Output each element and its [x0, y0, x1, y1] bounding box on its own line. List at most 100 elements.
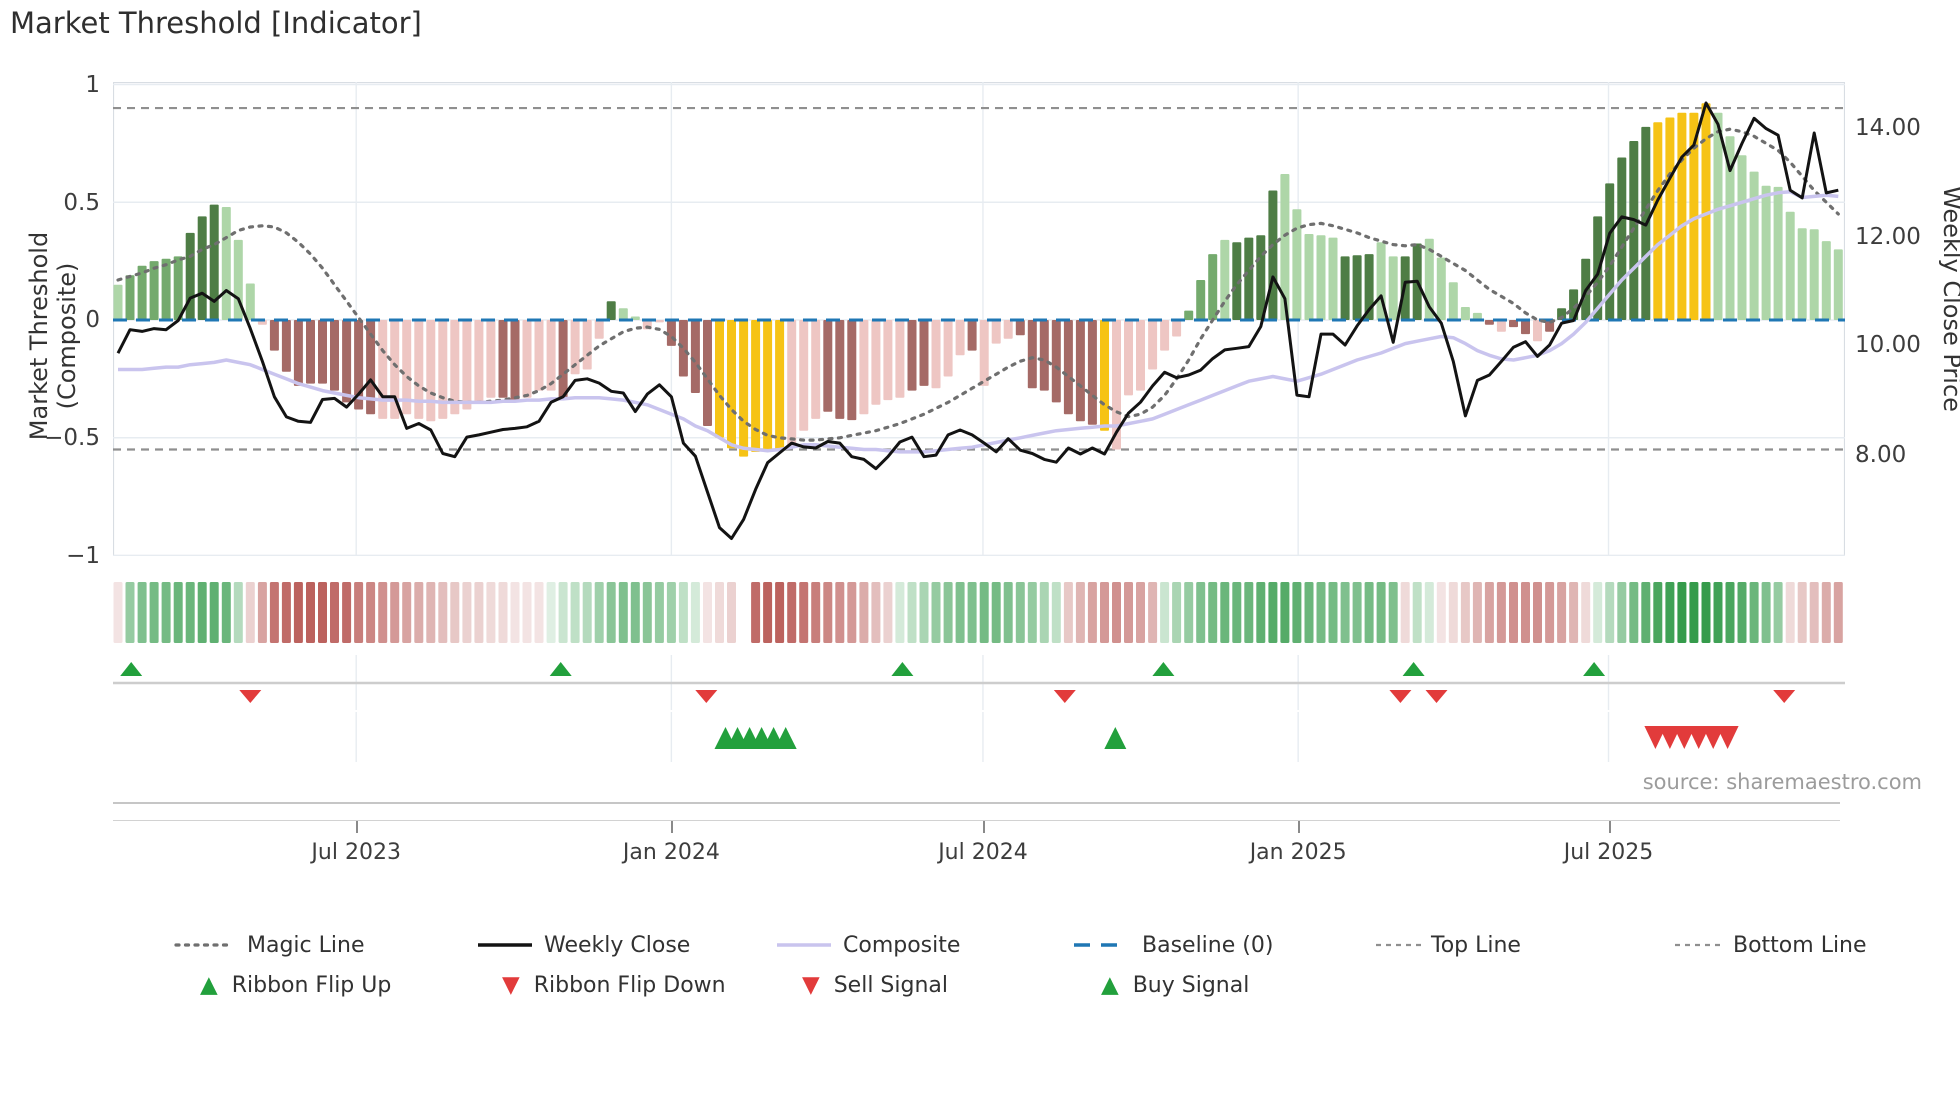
- ribbon-cell: [594, 582, 604, 643]
- ribbon-cell: [991, 582, 1001, 643]
- ribbon-cell: [1124, 582, 1133, 643]
- composite-bar: [606, 301, 616, 320]
- composite-bar: [1460, 307, 1470, 320]
- ribbon-cell: [883, 582, 893, 643]
- composite-bar: [943, 320, 953, 377]
- ribbon-cell: [1773, 582, 1783, 643]
- legend-item-baseline-0-: Baseline (0): [1072, 930, 1273, 960]
- ribbon-cell: [390, 582, 400, 643]
- composite-bar: [1340, 256, 1350, 320]
- composite-bar: [366, 320, 376, 415]
- composite-bar: [293, 320, 303, 386]
- buy-sell-signal-row: [113, 712, 1845, 766]
- ribbon-cell: [1761, 582, 1771, 643]
- red-down-triangle-icon: ▼: [502, 971, 520, 998]
- composite-bar: [847, 320, 857, 421]
- magic-line: [116, 127, 1840, 442]
- composite-bar: [354, 320, 364, 410]
- ribbon-cell: [895, 582, 905, 643]
- ribbon-cell: [534, 582, 544, 643]
- ribbon-cell: [1557, 582, 1567, 643]
- ribbon-cell: [1689, 582, 1699, 643]
- ribbon-cell: [522, 582, 532, 643]
- ribbon-cell: [1653, 582, 1663, 643]
- ribbon-cell: [1629, 582, 1639, 643]
- ribbon-cell: [1484, 582, 1494, 643]
- ribbon-cell: [1797, 582, 1807, 643]
- composite-bar: [161, 258, 171, 320]
- composite-bar: [979, 320, 989, 386]
- composite-bar: [113, 284, 123, 320]
- ribbon-cell: [558, 582, 568, 643]
- composite-bar: [522, 320, 532, 398]
- composite-bar: [438, 320, 448, 419]
- ribbon-cell: [1641, 582, 1651, 643]
- composite-bar: [1725, 136, 1735, 320]
- composite-bar: [1821, 241, 1831, 320]
- ribbon-cell: [1472, 582, 1482, 643]
- x-tick-label: Jul 2024: [938, 840, 1028, 865]
- ribbon-cell: [787, 582, 797, 643]
- composite-bar: [1773, 186, 1783, 320]
- ribbon-cell: [1039, 582, 1049, 643]
- composite-bar: [474, 320, 484, 403]
- composite-bar: [1172, 320, 1182, 337]
- composite-bar: [245, 283, 255, 320]
- ribbon-cell: [1364, 582, 1374, 643]
- ribbon-cell: [1136, 582, 1145, 643]
- weekly-close-line: [116, 101, 1839, 540]
- ribbon-cell: [510, 582, 520, 643]
- legend-marker: [775, 936, 833, 955]
- composite-bar: [281, 320, 291, 372]
- legend-label: Magic Line: [247, 932, 365, 958]
- composite-bar: [342, 320, 352, 403]
- legend-marker: [1374, 936, 1424, 955]
- ribbon-cell: [979, 582, 989, 643]
- ribbon-cell: [1244, 582, 1254, 643]
- ribbon-cell: [1292, 582, 1302, 643]
- x-tick-mark: [1608, 820, 1611, 833]
- composite-bar: [630, 316, 640, 320]
- ribbon-cell: [1809, 582, 1819, 643]
- composite-bar: [1509, 320, 1518, 328]
- composite-bar: [1617, 157, 1627, 320]
- ribbon-cell: [654, 582, 664, 643]
- legend-label: Top Line: [1431, 932, 1521, 958]
- composite-bar: [1196, 280, 1206, 320]
- ribbon-cell: [221, 582, 231, 643]
- composite-bar: [1809, 229, 1819, 320]
- composite-bar: [883, 320, 893, 401]
- composite-bar: [510, 320, 520, 403]
- ribbon-cell: [1172, 582, 1182, 643]
- composite-bar: [751, 320, 761, 452]
- source-credit: source: sharemaestro.com: [1642, 770, 1922, 794]
- legend-label: Composite: [843, 932, 961, 958]
- composite-bar: [1220, 239, 1230, 320]
- ribbon-cell: [113, 582, 123, 643]
- ribbon-cell: [1821, 582, 1831, 643]
- ribbon-cell: [1003, 582, 1013, 643]
- composite-bar: [919, 320, 929, 386]
- composite-bar: [594, 320, 604, 339]
- ribbon-cell: [137, 582, 147, 643]
- ribbon-cell: [486, 582, 496, 643]
- composite-bar: [1605, 183, 1615, 320]
- ribbon-cell: [1352, 582, 1362, 643]
- ribbon-cell: [233, 582, 243, 643]
- ribbon-cell: [1436, 582, 1446, 643]
- legend-marker: [1072, 936, 1130, 955]
- legend-item-magic-line: Magic Line: [174, 930, 364, 960]
- composite-bar: [330, 320, 339, 391]
- ribbon-cell: [378, 582, 388, 643]
- composite-bar: [1521, 320, 1530, 335]
- x-tick-mark: [1298, 820, 1301, 833]
- composite-bar: [1160, 320, 1170, 351]
- composite-bar: [1268, 190, 1278, 320]
- composite-bar: [137, 265, 147, 320]
- x-tick-mark: [671, 820, 674, 833]
- left-tick-label: −0.5: [44, 425, 100, 451]
- legend-label: Ribbon Flip Down: [533, 972, 726, 998]
- ribbon-cell: [1569, 582, 1579, 643]
- composite-bar: [907, 320, 917, 391]
- legend-item-top-line: Top Line: [1374, 930, 1521, 960]
